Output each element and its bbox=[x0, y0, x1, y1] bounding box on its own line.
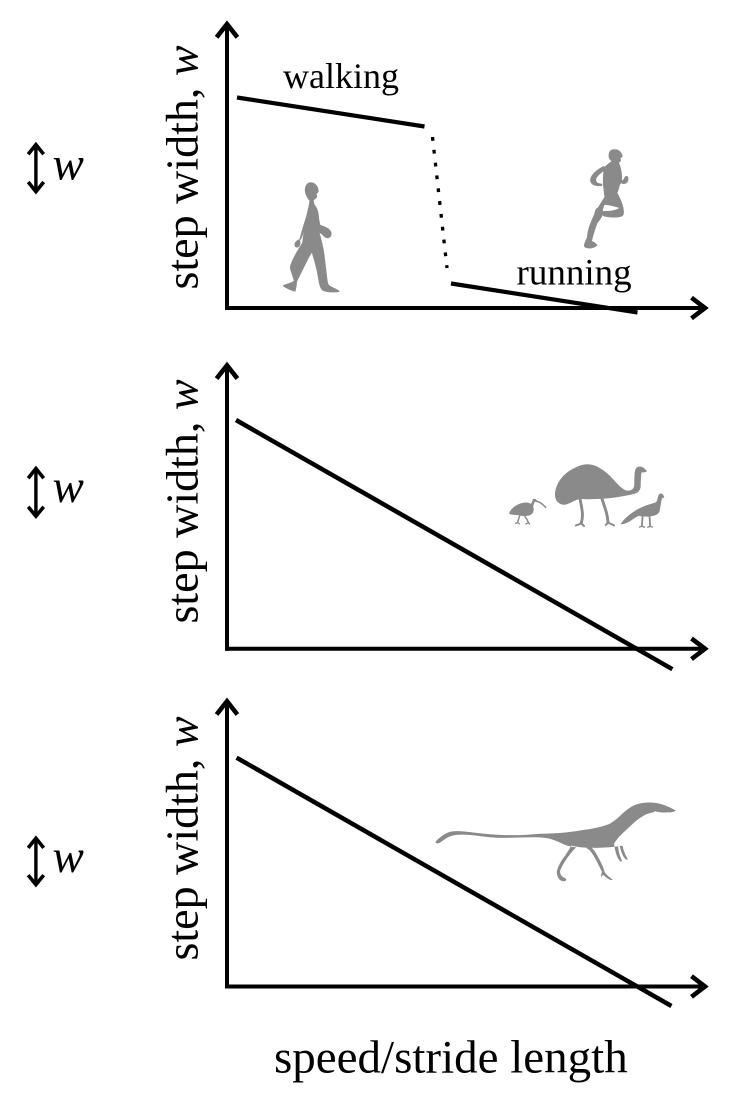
svg-text:step width, w: step width, w bbox=[157, 379, 208, 623]
svg-text:step width, w: step width, w bbox=[157, 45, 208, 289]
svg-text:walking: walking bbox=[283, 56, 399, 96]
svg-text:running: running bbox=[517, 253, 632, 294]
svg-text:w: w bbox=[53, 461, 84, 513]
svg-text:w: w bbox=[53, 831, 84, 883]
svg-text:w: w bbox=[53, 139, 84, 191]
svg-text:speed/stride length: speed/stride length bbox=[274, 1032, 628, 1084]
svg-text:step width, w: step width, w bbox=[157, 716, 208, 960]
